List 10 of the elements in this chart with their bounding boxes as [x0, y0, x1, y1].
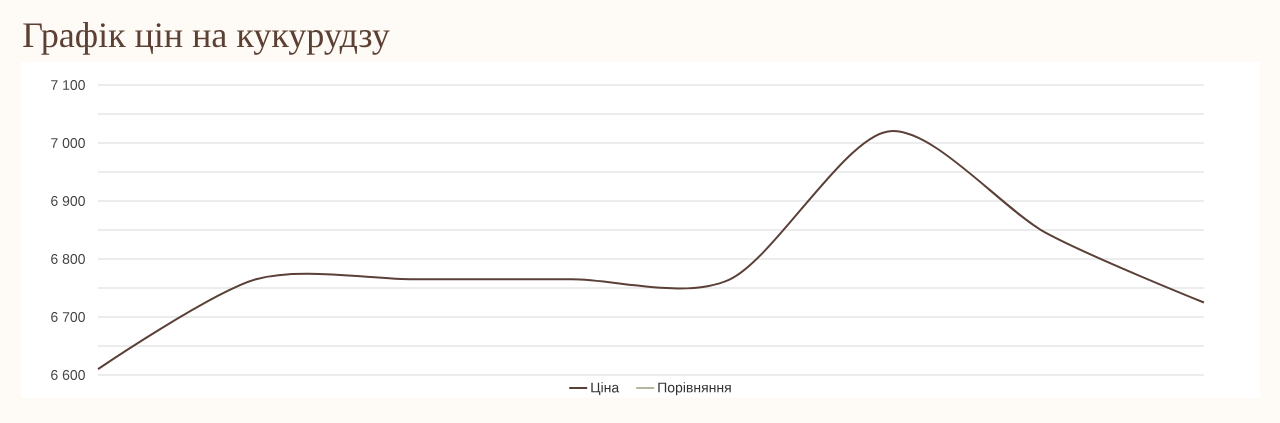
legend-label: Порівняння — [658, 382, 731, 396]
y-tick-label: 7 100 — [51, 80, 85, 90]
y-tick-label: 6 900 — [51, 196, 85, 206]
line-series — [97, 130, 1205, 371]
legend-label: Ціна — [591, 382, 620, 396]
y-tick-label: 6 600 — [51, 370, 85, 380]
chart-title: Графік цін на кукурудзу — [23, 22, 390, 55]
y-tick-label: 7 000 — [51, 138, 85, 148]
y-tick-label: 6 800 — [51, 254, 85, 264]
y-tick-label: 6 700 — [51, 312, 85, 322]
